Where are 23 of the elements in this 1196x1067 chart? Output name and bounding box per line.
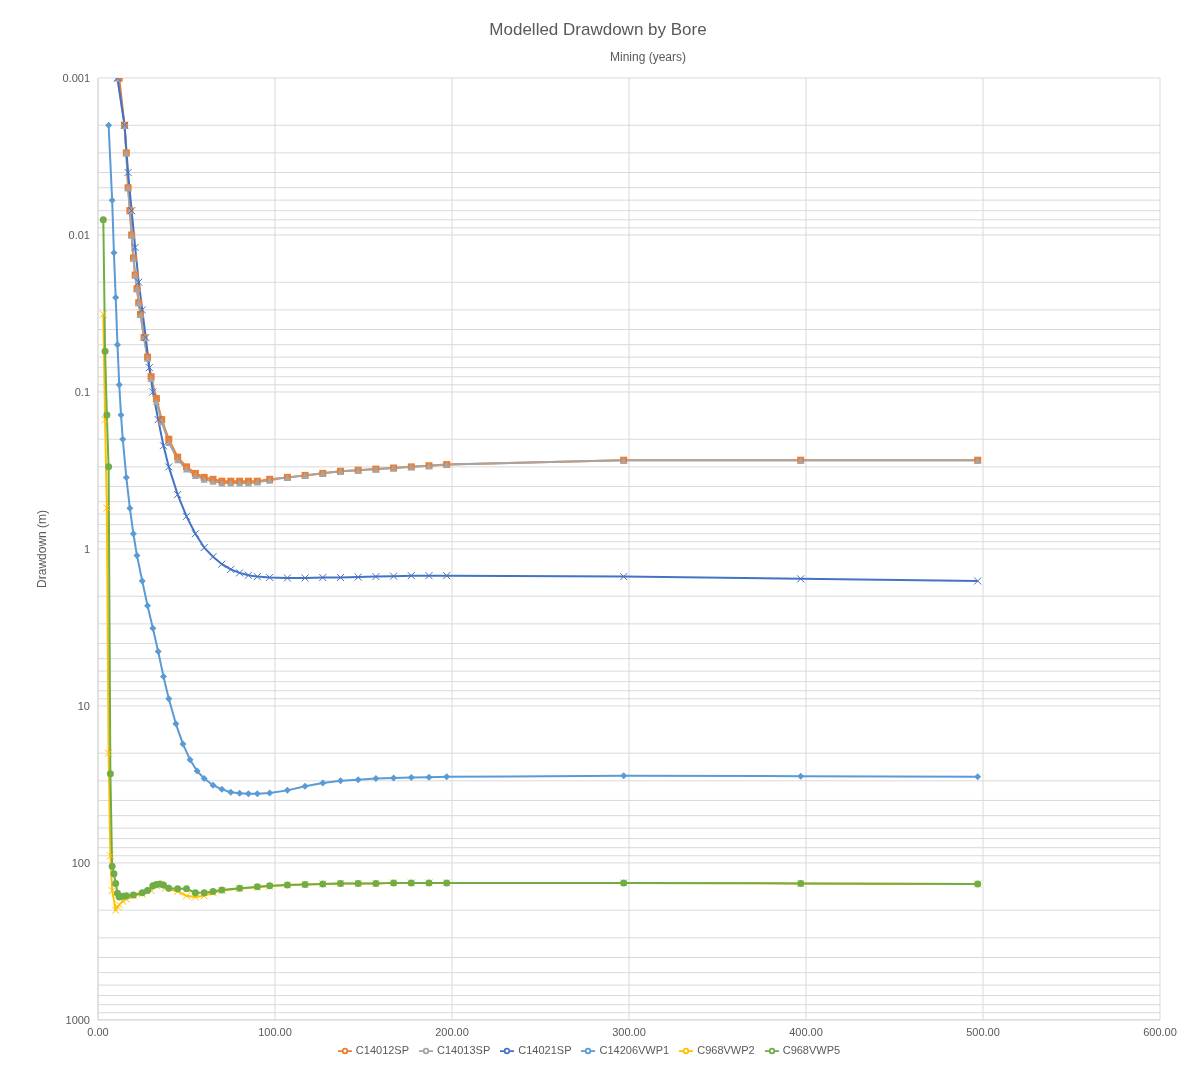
y-tick-label: 0.01 <box>68 228 90 241</box>
x-tick-label: 100.00 <box>258 1025 292 1038</box>
x-tick-label: 400.00 <box>789 1025 823 1038</box>
y-tick-label: 0.001 <box>62 71 90 84</box>
legend-label: C14206VWP1 <box>599 1043 670 1056</box>
y-tick-label: 100 <box>71 856 90 869</box>
y-tick-label: 1 <box>83 542 90 555</box>
x-tick-label: 200.00 <box>435 1025 469 1038</box>
x-axis-title: Mining (years) <box>609 50 687 66</box>
x-tick-label: 300.00 <box>612 1025 646 1038</box>
legend-label: C14012SP <box>355 1043 410 1056</box>
chart-title: Modelled Drawdown by Bore <box>488 19 708 41</box>
legend-label: C14021SP <box>518 1043 572 1056</box>
x-tick-label: 600.00 <box>1143 1025 1177 1038</box>
y-tick-label: 1000 <box>65 1013 90 1026</box>
legend-label: C968VWP2 <box>697 1043 755 1056</box>
legend-label: C14013SP <box>437 1043 491 1056</box>
y-tick-label: 0.1 <box>74 385 90 398</box>
x-tick-label: 0.00 <box>87 1025 109 1038</box>
y-axis-title: Drawdown (m) <box>35 509 50 588</box>
legend-label: C968VWP5 <box>782 1043 841 1056</box>
x-tick-label: 500.00 <box>966 1025 1000 1038</box>
y-tick-label: 10 <box>77 699 90 712</box>
